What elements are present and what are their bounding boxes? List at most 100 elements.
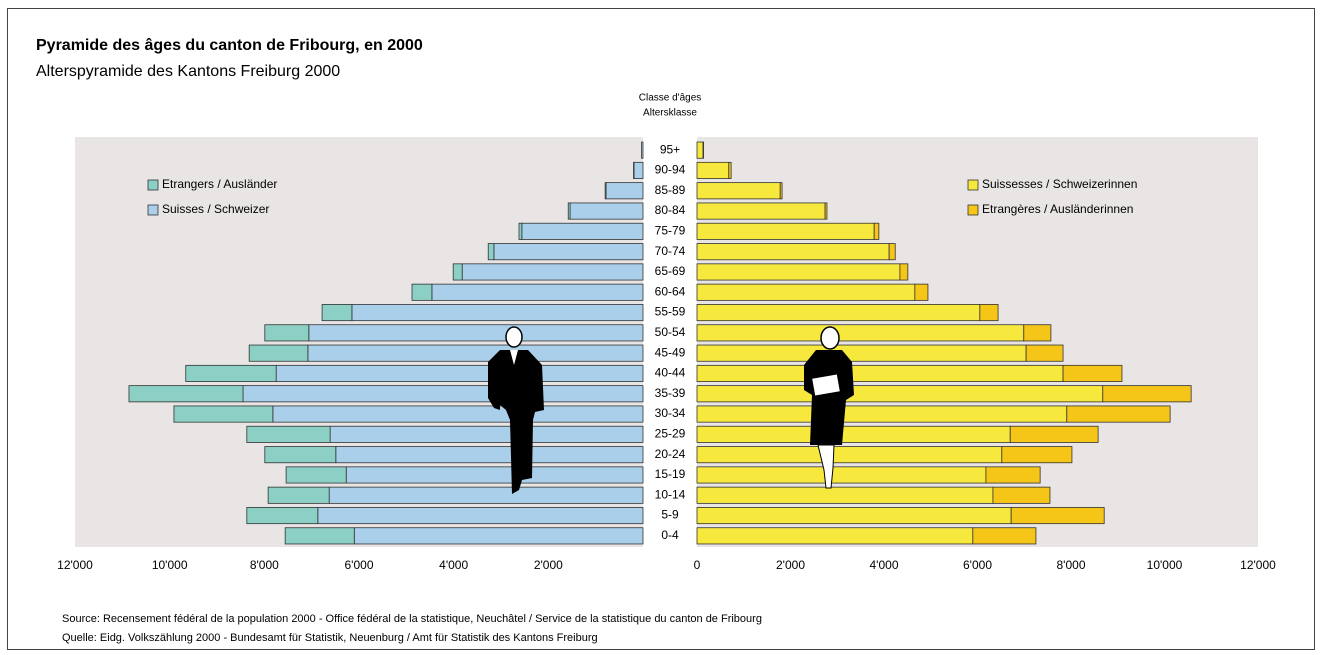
category-label: 45-49 (655, 345, 686, 359)
bar (696, 263, 901, 281)
bar (1102, 385, 1192, 403)
bar (696, 202, 826, 220)
bar (824, 202, 828, 220)
bar (351, 304, 644, 322)
legend-swatch (147, 179, 159, 191)
bar (487, 243, 495, 261)
axis-title: Altersklasse (643, 108, 697, 119)
bar (696, 243, 890, 261)
category-label: 65-69 (655, 264, 686, 278)
bar (972, 527, 1037, 545)
legend-swatch (967, 179, 979, 191)
bar (696, 446, 1003, 464)
man-silhouette (488, 326, 544, 494)
bar (246, 425, 331, 443)
x-tick-label: 12'000 (1240, 558, 1276, 572)
x-tick-label: 10'000 (152, 558, 188, 572)
chart-title: Pyramide des âges du canton de Fribourg,… (36, 37, 423, 54)
x-tick-label: 2'000 (776, 558, 805, 572)
bar (264, 446, 337, 464)
bar (1066, 405, 1171, 423)
bar (308, 324, 644, 342)
bar (242, 385, 644, 403)
category-label: 0-4 (661, 528, 679, 542)
bar (567, 202, 571, 220)
bar (1023, 324, 1052, 342)
legend-swatch (147, 204, 159, 216)
bar (493, 243, 644, 261)
x-tick-label: 8'000 (1057, 558, 1086, 572)
category-label: 95+ (660, 142, 680, 156)
bar (914, 283, 929, 301)
bar (128, 385, 244, 403)
category-label: 10-14 (655, 487, 686, 501)
bar (696, 385, 1104, 403)
bar (328, 486, 644, 504)
bar (431, 283, 644, 301)
legend-label: Etrangères / Ausländerinnen (982, 202, 1133, 216)
bar (518, 222, 523, 240)
source: Source: Recensement fédéral de la popula… (62, 613, 762, 625)
bar (899, 263, 909, 281)
bar (1001, 446, 1073, 464)
bar (873, 222, 880, 240)
bar (521, 222, 644, 240)
woman-silhouette (804, 326, 854, 489)
legend-swatch (967, 204, 979, 216)
bar (696, 364, 1064, 382)
bar (696, 344, 1027, 362)
bar (285, 466, 347, 484)
bar (779, 182, 783, 200)
silhouettes (488, 326, 854, 494)
bar (317, 507, 644, 525)
bar (1009, 425, 1099, 443)
legend-label: Etrangers / Ausländer (162, 177, 277, 191)
bar (641, 141, 644, 159)
bar (696, 161, 730, 179)
bar (321, 304, 353, 322)
bar (264, 324, 310, 342)
category-label: 85-89 (655, 183, 686, 197)
bar (1025, 344, 1064, 362)
bar (696, 425, 1011, 443)
bar (604, 182, 607, 200)
bar (696, 222, 875, 240)
bar (284, 527, 355, 545)
x-tick-label: 0 (694, 558, 701, 572)
bar (985, 466, 1041, 484)
bar (696, 182, 781, 200)
bar (992, 486, 1051, 504)
bar (173, 405, 274, 423)
bar (888, 243, 896, 261)
bar (633, 161, 644, 179)
x-tick-label: 10'000 (1147, 558, 1183, 572)
category-label: 80-84 (655, 203, 686, 217)
bar (696, 324, 1025, 342)
bar (696, 304, 981, 322)
x-tick-label: 6'000 (345, 558, 374, 572)
bar (329, 425, 644, 443)
category-label: 50-54 (655, 325, 686, 339)
bar (605, 182, 644, 200)
bar (345, 466, 644, 484)
bar (696, 405, 1068, 423)
category-label: 30-34 (655, 406, 686, 420)
axis-title: Classe d'âges (639, 93, 702, 104)
category-label: 35-39 (655, 386, 686, 400)
bar (1062, 364, 1123, 382)
bar (248, 344, 309, 362)
x-tick-label: 8'000 (250, 558, 279, 572)
bar (335, 446, 644, 464)
x-tick-label: 2'000 (534, 558, 563, 572)
bar (246, 507, 319, 525)
category-label: 40-44 (655, 366, 686, 380)
legend-label: Suissesses / Schweizerinnen (982, 177, 1137, 191)
category-label: 90-94 (655, 163, 686, 177)
bar (696, 141, 704, 159)
bar (267, 486, 330, 504)
bar (979, 304, 999, 322)
bar (696, 527, 974, 545)
bar (1010, 507, 1105, 525)
category-label: 75-79 (655, 224, 686, 238)
